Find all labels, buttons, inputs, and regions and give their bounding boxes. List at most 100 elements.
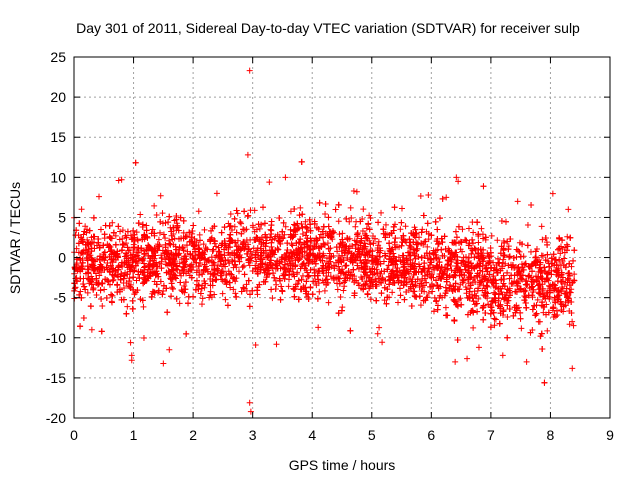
data-point <box>313 224 320 231</box>
data-point <box>342 277 349 284</box>
data-point <box>382 221 389 228</box>
data-point <box>92 270 99 277</box>
data-point <box>397 226 404 233</box>
data-point <box>93 279 100 286</box>
data-point <box>475 239 482 246</box>
data-point <box>119 227 126 234</box>
data-point <box>228 271 235 278</box>
data-point <box>289 242 296 249</box>
data-point <box>251 207 258 214</box>
data-point <box>349 243 356 250</box>
data-point <box>395 254 402 261</box>
data-point <box>100 254 107 261</box>
data-point <box>477 279 484 286</box>
data-point <box>504 238 511 245</box>
data-point <box>523 281 530 288</box>
data-point <box>567 234 574 241</box>
data-point <box>311 218 318 225</box>
data-point <box>488 232 495 239</box>
data-point <box>182 253 189 260</box>
data-point <box>262 231 269 238</box>
data-point <box>479 305 486 312</box>
data-point <box>267 226 274 233</box>
data-point <box>124 271 131 278</box>
data-point <box>179 288 186 295</box>
data-point <box>302 284 309 291</box>
data-point <box>303 278 310 285</box>
data-point <box>343 262 350 269</box>
data-point <box>348 215 355 222</box>
data-point <box>446 285 453 292</box>
data-point <box>226 223 233 230</box>
data-point <box>435 263 442 270</box>
data-point <box>491 289 498 296</box>
data-point <box>517 315 524 322</box>
data-point <box>180 229 187 236</box>
data-point <box>314 295 321 302</box>
data-point <box>470 229 477 236</box>
data-point <box>480 255 487 262</box>
data-point <box>555 289 562 296</box>
data-point <box>141 250 148 257</box>
data-point <box>101 286 108 293</box>
data-point <box>216 248 223 255</box>
data-point <box>140 303 147 310</box>
data-point <box>96 244 103 251</box>
data-point <box>109 292 116 299</box>
data-point <box>406 252 413 259</box>
data-point <box>107 235 114 242</box>
data-point <box>211 223 218 230</box>
data-point <box>403 289 410 296</box>
data-point <box>267 257 274 264</box>
data-point <box>366 226 373 233</box>
data-point <box>298 158 305 165</box>
data-point <box>422 238 429 245</box>
data-point <box>272 261 279 268</box>
data-point <box>506 253 513 260</box>
data-point <box>230 286 237 293</box>
data-point <box>459 226 466 233</box>
data-point <box>502 218 509 225</box>
data-point <box>288 250 295 257</box>
data-point <box>528 202 535 209</box>
data-point <box>396 285 403 292</box>
data-point <box>118 270 125 277</box>
data-point <box>305 295 312 302</box>
data-point <box>504 286 511 293</box>
data-point <box>241 262 248 269</box>
data-point <box>363 225 370 232</box>
data-point <box>201 226 208 233</box>
data-point <box>98 328 105 335</box>
data-point <box>224 302 231 309</box>
data-point <box>453 262 460 269</box>
data-point <box>170 251 177 258</box>
data-point <box>158 252 165 259</box>
data-point <box>478 278 485 285</box>
data-point <box>311 266 318 273</box>
data-point <box>565 275 572 282</box>
data-point <box>169 236 176 243</box>
data-point <box>356 250 363 257</box>
data-point <box>206 257 213 264</box>
data-point <box>539 252 546 259</box>
data-point <box>231 215 238 222</box>
data-point <box>339 252 346 259</box>
data-point <box>431 266 438 273</box>
data-point <box>198 285 205 292</box>
data-point <box>480 302 487 309</box>
data-point <box>130 274 137 281</box>
data-point <box>408 302 415 309</box>
data-point <box>424 255 431 262</box>
data-point <box>546 282 553 289</box>
data-point <box>298 221 305 228</box>
data-point <box>546 263 553 270</box>
data-point <box>220 261 227 268</box>
data-point <box>537 259 544 266</box>
data-point <box>437 292 444 299</box>
data-point <box>193 267 200 274</box>
data-point <box>378 280 385 287</box>
data-point <box>258 256 265 263</box>
data-point <box>72 232 79 239</box>
data-point <box>278 283 285 290</box>
data-point <box>112 232 119 239</box>
